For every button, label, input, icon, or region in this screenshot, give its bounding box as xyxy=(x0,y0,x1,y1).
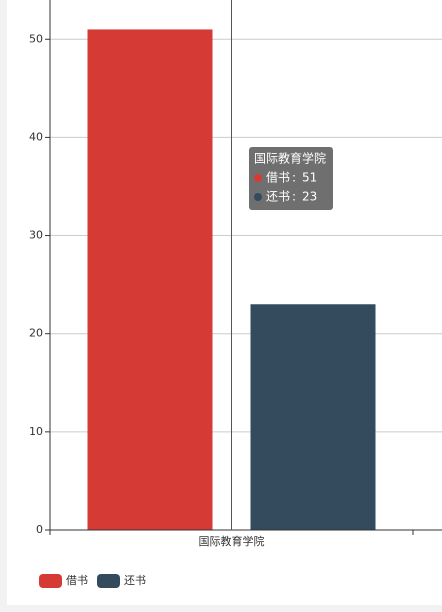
y-tick-label: 20 xyxy=(29,327,43,340)
legend-label[interactable]: 还书 xyxy=(124,574,146,587)
y-tick-label: 40 xyxy=(29,130,43,143)
legend-swatch[interactable] xyxy=(97,574,120,588)
tooltip-sep: : xyxy=(292,171,296,185)
tooltip-title: 国际教育学院 xyxy=(254,151,326,166)
legend-swatch[interactable] xyxy=(39,574,62,588)
y-tick-label: 50 xyxy=(29,32,43,45)
x-tick-label: 国际教育学院 xyxy=(199,534,265,548)
y-tick-label: 10 xyxy=(29,425,43,438)
tooltip-name: 借书 xyxy=(266,171,290,185)
tooltip-sep: : xyxy=(292,190,296,204)
legend-label[interactable]: 借书 xyxy=(66,574,88,587)
tooltip-dot xyxy=(254,174,262,182)
panel xyxy=(7,0,442,605)
y-tick-label: 30 xyxy=(29,229,43,242)
y-tick-label: 0 xyxy=(36,523,43,536)
tooltip-box xyxy=(249,147,333,210)
tooltip-value: 51 xyxy=(302,171,317,185)
tooltip-value: 23 xyxy=(302,190,317,204)
tooltip-name: 还书 xyxy=(266,190,290,204)
tooltip-dot xyxy=(254,193,262,201)
bar[interactable] xyxy=(250,304,376,530)
bar[interactable] xyxy=(87,29,213,530)
